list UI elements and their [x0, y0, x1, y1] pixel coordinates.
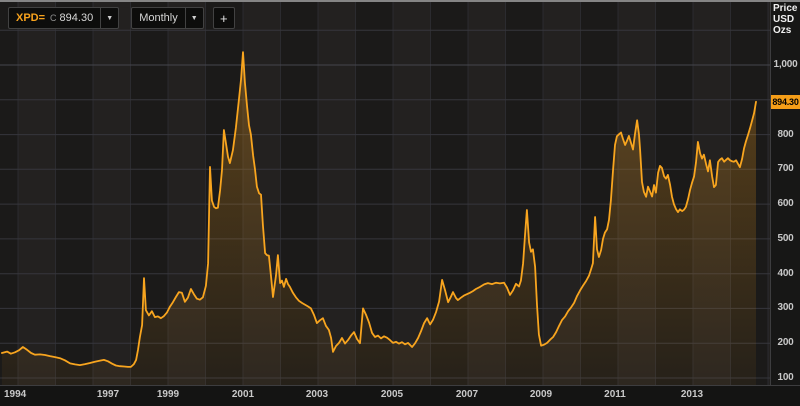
x-axis-tick-2005: 2005 — [380, 389, 404, 400]
chart-toolbar: XPD= C 894.30 ▼ Monthly ▼ + — [8, 7, 235, 29]
interval-label: Monthly — [139, 12, 178, 24]
plus-icon: + — [219, 10, 228, 26]
y-axis-tick-300: 300 — [777, 302, 794, 313]
last-price-badge: 894.30 — [771, 95, 800, 109]
symbol-label: XPD= — [16, 12, 46, 24]
x-axis-tick-1997: 1997 — [96, 389, 120, 400]
axis-unit-line: Ozs — [773, 25, 792, 36]
y-axis-tick-200: 200 — [777, 337, 794, 348]
x-axis-tick-2011: 2011 — [604, 389, 626, 400]
chevron-down-icon: ▼ — [106, 14, 114, 22]
time-axis[interactable]: 1994 1997 1999 2001 2003 2005 2007 2009 2011 2013 — [0, 385, 800, 406]
price-axis[interactable]: Price USD Ozs 894.30 1,00090080070060050… — [770, 0, 800, 385]
interval-chip-content: Monthly — [132, 8, 185, 28]
axis-unit-label: Price USD Ozs — [773, 3, 797, 36]
symbol-dropdown-button[interactable]: ▼ — [100, 8, 118, 28]
x-axis-tick-2007: 2007 — [455, 389, 479, 400]
symbol-chip-content: XPD= C 894.30 — [9, 8, 100, 28]
x-axis-tick-2009: 2009 — [529, 389, 553, 400]
price-chart[interactable] — [0, 0, 770, 385]
y-axis-tick-600: 600 — [777, 198, 794, 209]
axis-unit-line: USD — [773, 14, 795, 25]
x-axis-tick-2001: 2001 — [231, 389, 255, 400]
axis-unit-line: Price — [773, 3, 798, 14]
add-series-button[interactable]: + — [212, 7, 235, 29]
x-axis-tick-1999: 1999 — [156, 389, 180, 400]
interval-chip[interactable]: Monthly ▼ — [131, 7, 204, 29]
x-axis-tick-2003: 2003 — [305, 389, 329, 400]
symbol-chip[interactable]: XPD= C 894.30 ▼ — [8, 7, 120, 29]
x-axis-tick-1994: 1994 — [4, 389, 27, 400]
y-axis-tick-400: 400 — [777, 268, 794, 279]
chevron-down-icon: ▼ — [190, 14, 198, 22]
y-axis-tick-100: 100 — [777, 372, 794, 383]
symbol-last-price: 894.30 — [59, 12, 94, 24]
y-axis-tick-800: 800 — [777, 129, 794, 140]
y-axis-tick-1000: 1,000 — [773, 59, 798, 70]
interval-dropdown-button[interactable]: ▼ — [184, 8, 203, 28]
price-flag-label: C — [50, 13, 57, 23]
x-axis-tick-2013: 2013 — [680, 389, 704, 400]
window-top-border — [0, 0, 800, 2]
price-chart-svg — [0, 0, 770, 385]
y-axis-tick-700: 700 — [777, 163, 794, 174]
y-axis-tick-500: 500 — [777, 233, 794, 244]
